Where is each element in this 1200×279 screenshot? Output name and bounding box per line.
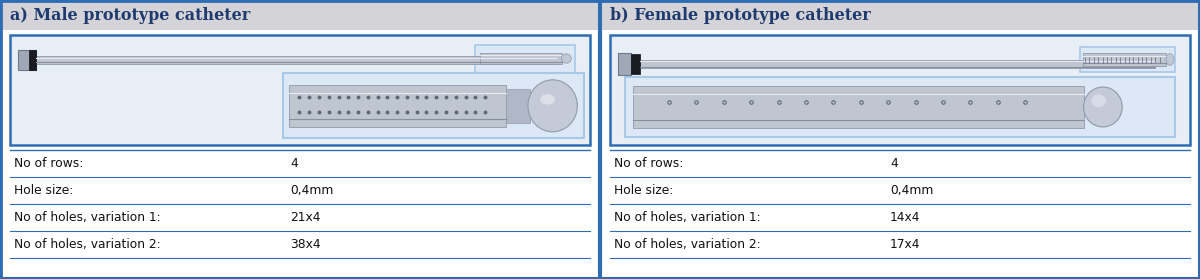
FancyBboxPatch shape	[610, 35, 1190, 145]
Text: 38x4: 38x4	[290, 238, 320, 251]
FancyBboxPatch shape	[18, 50, 36, 70]
Text: 21x4: 21x4	[290, 211, 320, 224]
FancyBboxPatch shape	[475, 45, 575, 73]
FancyBboxPatch shape	[600, 30, 1200, 279]
Ellipse shape	[528, 80, 577, 132]
FancyBboxPatch shape	[10, 35, 590, 145]
FancyBboxPatch shape	[288, 85, 505, 127]
FancyBboxPatch shape	[29, 50, 36, 70]
FancyBboxPatch shape	[618, 53, 631, 75]
FancyBboxPatch shape	[480, 53, 562, 64]
Text: No of holes, variation 2:: No of holes, variation 2:	[14, 238, 161, 251]
Ellipse shape	[1166, 54, 1174, 65]
FancyBboxPatch shape	[0, 30, 600, 279]
FancyBboxPatch shape	[634, 86, 1084, 128]
FancyBboxPatch shape	[631, 54, 640, 74]
Ellipse shape	[1091, 94, 1106, 107]
Text: 4: 4	[290, 157, 298, 170]
Text: Hole size:: Hole size:	[14, 184, 73, 197]
Text: No of holes, variation 1:: No of holes, variation 1:	[614, 211, 761, 224]
Ellipse shape	[562, 54, 571, 63]
Text: 0,4mm: 0,4mm	[290, 184, 334, 197]
Text: 0,4mm: 0,4mm	[890, 184, 934, 197]
Text: No of holes, variation 2:: No of holes, variation 2:	[614, 238, 761, 251]
Text: Hole size:: Hole size:	[614, 184, 673, 197]
FancyBboxPatch shape	[36, 56, 556, 64]
Text: a) Male prototype catheter: a) Male prototype catheter	[10, 6, 251, 23]
Text: No of rows:: No of rows:	[614, 157, 683, 170]
FancyBboxPatch shape	[283, 73, 584, 138]
Text: 4: 4	[890, 157, 898, 170]
FancyBboxPatch shape	[1080, 47, 1175, 72]
Text: 14x4: 14x4	[890, 211, 920, 224]
Text: 17x4: 17x4	[890, 238, 920, 251]
Ellipse shape	[540, 94, 556, 105]
Text: b) Female prototype catheter: b) Female prototype catheter	[610, 6, 871, 23]
FancyBboxPatch shape	[625, 77, 1175, 137]
Text: No of rows:: No of rows:	[14, 157, 83, 170]
FancyBboxPatch shape	[640, 60, 1154, 68]
FancyBboxPatch shape	[505, 89, 530, 123]
Ellipse shape	[1084, 87, 1122, 127]
FancyBboxPatch shape	[1084, 53, 1166, 66]
Text: No of holes, variation 1:: No of holes, variation 1:	[14, 211, 161, 224]
